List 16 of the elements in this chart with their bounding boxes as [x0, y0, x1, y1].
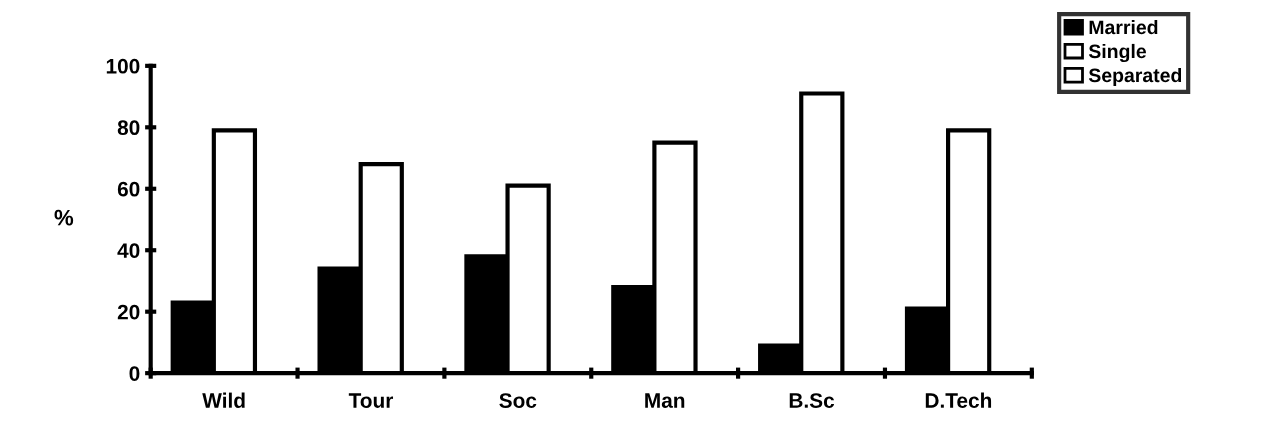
legend-label: Single [1088, 43, 1147, 63]
y-tick-label: 40 [117, 243, 140, 258]
y-tick-label: 80 [117, 120, 140, 136]
x-tick-label: Soc [499, 393, 537, 408]
legend-label: Separated [1088, 67, 1182, 87]
x-tick-label: Wild [202, 392, 245, 408]
x-tick-label: B.Sc [789, 393, 835, 408]
y-tick-label: 0 [129, 366, 140, 381]
x-tick-label: D.Tech [925, 392, 992, 408]
y-tick-label: 100 [106, 58, 140, 74]
y-tick-label: 20 [117, 304, 140, 320]
x-tick-label: Tour [348, 393, 394, 408]
y-axis-title: % [54, 209, 74, 226]
legend-label: Married [1089, 19, 1158, 35]
x-tick-label: Man [645, 393, 685, 408]
y-tick-label: 60 [117, 181, 140, 197]
